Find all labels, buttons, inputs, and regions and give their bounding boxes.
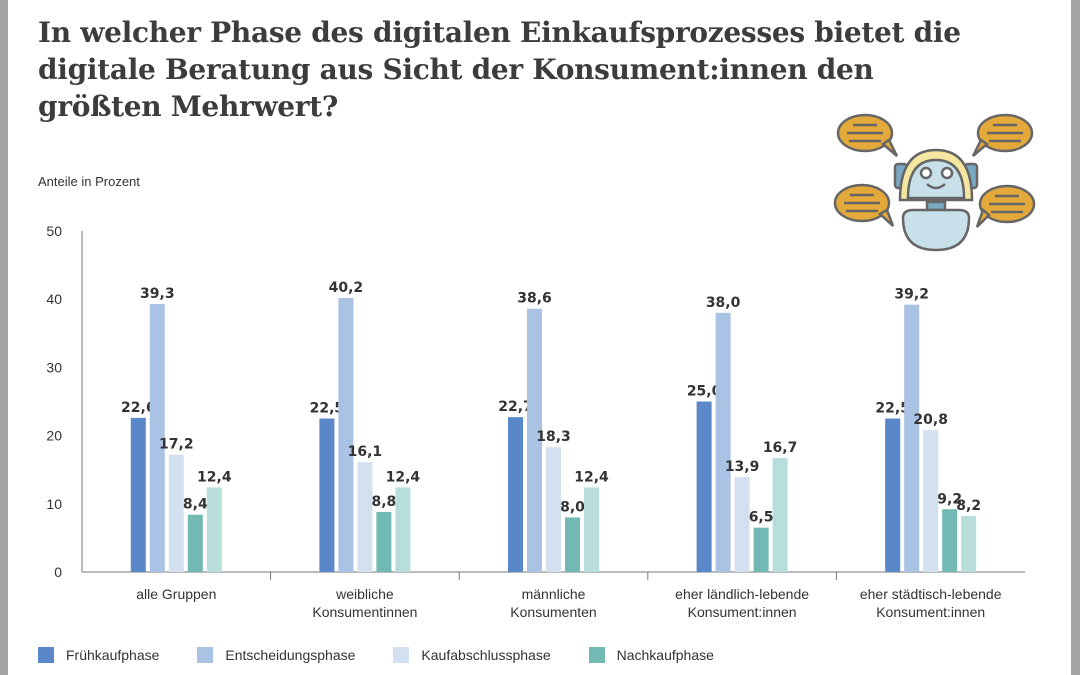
y-tick-label: 50 xyxy=(46,223,62,239)
bar xyxy=(206,487,222,572)
bar xyxy=(904,304,920,572)
data-label: 22,5 xyxy=(875,401,910,417)
y-tick-label: 40 xyxy=(46,291,62,307)
y-axis-label: Anteile in Prozent xyxy=(38,174,140,189)
x-tick-label: männliche xyxy=(522,586,586,602)
data-label: 8,4 xyxy=(183,497,208,513)
legend: Frühkaufphase Entscheidungsphase Kaufabs… xyxy=(38,647,752,663)
bar xyxy=(376,511,392,572)
robot-chat-icon xyxy=(833,113,1036,252)
data-label: 16,1 xyxy=(348,444,383,460)
data-label: 38,6 xyxy=(517,291,552,307)
right-frame-border xyxy=(1071,0,1080,675)
legend-swatch xyxy=(197,647,214,663)
data-label: 39,2 xyxy=(894,287,929,303)
bar xyxy=(734,477,750,572)
x-tick-label: eher ländlich-lebende xyxy=(675,586,809,602)
bar xyxy=(715,312,731,572)
bar xyxy=(885,418,901,572)
data-label: 8,8 xyxy=(371,494,396,510)
bar-chart: 0 10 20 30 40 50 alle Gruppen 22,6 39,3 17,2 8,4 12… xyxy=(46,223,1025,620)
data-label: 12,4 xyxy=(386,469,421,485)
legend-swatch xyxy=(588,647,605,663)
bar xyxy=(753,527,769,572)
legend-label: Entscheidungsphase xyxy=(225,647,356,663)
bar xyxy=(130,417,146,572)
legend-item-fruehkaufphase: Frühkaufphase xyxy=(38,647,159,663)
legend-swatch xyxy=(38,647,54,663)
bar xyxy=(187,514,203,572)
legend-item-nachkaufphase: Nachkaufphase xyxy=(588,647,714,663)
data-label: 16,7 xyxy=(763,440,798,456)
data-label: 18,3 xyxy=(536,429,571,445)
bar xyxy=(942,509,958,572)
data-label: 39,3 xyxy=(140,286,175,302)
chart-title: In welcher Phase des digitalen Einkaufsp… xyxy=(38,16,961,123)
bar xyxy=(168,454,184,572)
y-tick-label: 0 xyxy=(54,564,62,580)
x-tick-label: alle Gruppen xyxy=(136,586,216,602)
y-tick-label: 20 xyxy=(46,428,62,444)
data-label: 6,5 xyxy=(749,510,774,526)
data-label: 12,4 xyxy=(574,469,609,485)
bar xyxy=(565,517,580,572)
bar xyxy=(357,462,373,572)
legend-item-kaufabschlussphase: Kaufabschlussphase xyxy=(393,647,551,663)
legend-label: Kaufabschlussphase xyxy=(421,647,551,663)
y-tick-label: 30 xyxy=(46,359,62,375)
data-label: 8,0 xyxy=(560,499,585,515)
data-label: 9,2 xyxy=(937,491,962,507)
legend-label: Nachkaufphase xyxy=(616,647,714,663)
x-tick-label: Konsumenten xyxy=(510,604,596,620)
bar xyxy=(923,430,939,572)
legend-item-entscheidungsphase: Entscheidungsphase xyxy=(197,647,355,663)
x-tick-label: eher städtisch-lebende xyxy=(860,586,1002,602)
bar xyxy=(338,297,354,572)
y-tick-label: 10 xyxy=(46,496,62,512)
data-label: 22,6 xyxy=(121,400,156,416)
bar xyxy=(696,401,712,572)
bar xyxy=(961,516,977,572)
bar xyxy=(546,447,561,572)
legend-swatch xyxy=(393,647,410,663)
bar xyxy=(319,418,335,572)
data-label: 8,2 xyxy=(956,498,981,514)
data-label: 40,2 xyxy=(329,280,364,296)
x-tick-label: Konsument:innen xyxy=(688,604,797,620)
data-label: 20,8 xyxy=(913,412,948,428)
bar xyxy=(508,417,523,572)
data-label: 25,0 xyxy=(687,384,722,400)
bar xyxy=(395,487,411,572)
bar xyxy=(527,308,542,572)
bar xyxy=(149,303,165,572)
data-label: 13,9 xyxy=(725,459,760,475)
bar xyxy=(772,458,788,572)
legend-label: Frühkaufphase xyxy=(66,647,160,663)
left-frame-border xyxy=(0,0,8,675)
x-tick-label: Konsumentinnen xyxy=(312,604,417,620)
data-label: 17,2 xyxy=(159,437,194,453)
bar xyxy=(584,487,599,572)
data-label: 22,5 xyxy=(310,401,345,417)
x-tick-label: weibliche xyxy=(335,586,394,602)
data-label: 38,0 xyxy=(706,295,741,311)
data-label: 22,7 xyxy=(498,399,533,415)
data-label: 12,4 xyxy=(197,469,232,485)
x-tick-label: Konsument:innen xyxy=(876,604,985,620)
